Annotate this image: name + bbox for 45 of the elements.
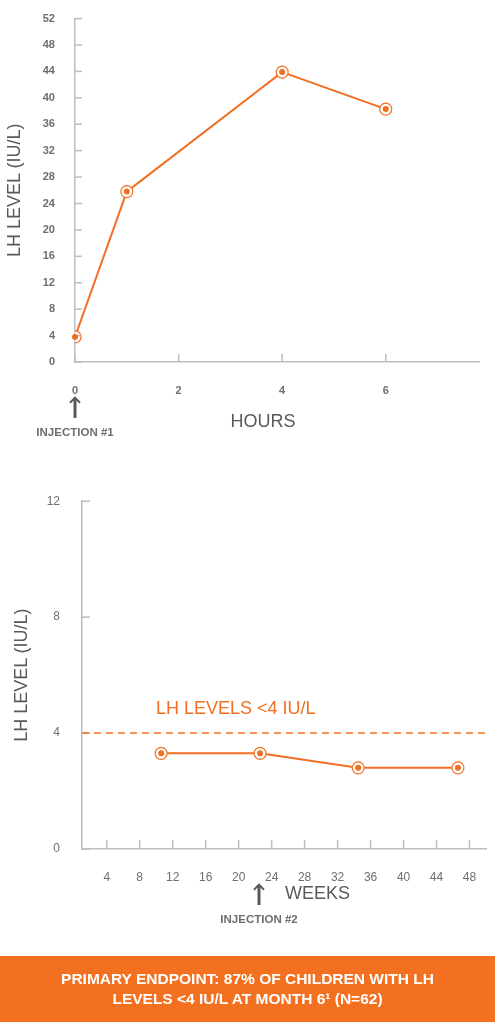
y-tick-label: 36 xyxy=(42,117,55,130)
y-tick-label: 8 xyxy=(48,302,55,315)
y-tick-label: 20 xyxy=(42,222,55,235)
ref-line-label: LH LEVELS <4 IU/L xyxy=(156,698,316,719)
y-tick-label: 40 xyxy=(42,90,55,103)
x-tick-label: 12 xyxy=(166,869,180,884)
y-tick-label: 24 xyxy=(42,196,56,209)
x-tick-label: 8 xyxy=(136,869,144,884)
y-tick-label: 52 xyxy=(42,11,55,24)
point xyxy=(275,65,289,79)
point xyxy=(120,185,134,199)
x-tick-label: 2 xyxy=(175,383,182,396)
y-tick-label: 44 xyxy=(42,64,56,77)
x-axis-title: HOURS xyxy=(230,410,296,431)
x-tick-label: 32 xyxy=(330,869,345,884)
y-tick-label: 28 xyxy=(42,170,55,183)
x-tick-label: 0 xyxy=(71,383,79,396)
x-tick-label: 28 xyxy=(297,869,312,884)
y-tick-label: 32 xyxy=(42,143,55,156)
text: PRIMARY ENDPOINT: 87% OF CHILDREN WITH LH LEVELS <4 IU/L AT MONTH 6¹ (N=62) xyxy=(60,969,435,1009)
x-tick-label: 48 xyxy=(462,869,477,884)
x-axis-title: WEEKS xyxy=(285,882,351,903)
y-tick-label: 4 xyxy=(53,725,61,740)
y-tick-label: 8 xyxy=(53,609,61,624)
x-tick-label: 44 xyxy=(429,869,444,884)
x-tick-label: 20 xyxy=(231,869,246,884)
y-axis-title: LH LEVEL (IU/L) xyxy=(10,608,31,742)
text: INJECTION #2 xyxy=(220,913,298,926)
x-tick-label: 40 xyxy=(396,869,411,884)
y-tick-label: 48 xyxy=(42,38,55,51)
y-axis-title: LH LEVEL (IU/L) xyxy=(3,123,24,257)
x-tick-label: 4 xyxy=(103,869,111,884)
y-tick-label: 4 xyxy=(48,328,56,341)
text: INJECTION #1 xyxy=(36,426,115,439)
x-tick-label: 36 xyxy=(363,869,378,884)
y-tick-label: 0 xyxy=(48,355,55,368)
x-tick-label: 6 xyxy=(382,383,389,396)
y-tick-label: 16 xyxy=(42,249,55,262)
x-tick-label: 16 xyxy=(198,869,213,884)
y-tick-label: 12 xyxy=(42,275,55,288)
y-tick-label: 0 xyxy=(53,841,61,856)
x-tick-label: 24 xyxy=(264,869,279,884)
point xyxy=(379,102,393,116)
x-tick-label: 4 xyxy=(279,383,287,396)
y-tick-label: 12 xyxy=(46,493,61,508)
